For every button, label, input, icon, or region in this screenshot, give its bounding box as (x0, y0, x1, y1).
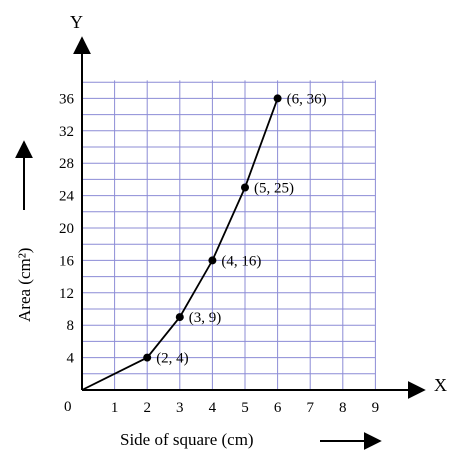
data-series: (2, 4) (3, 9) (4, 16) (5, 25) (6, 36) (81, 91, 327, 391)
x-tick-label: 5 (241, 400, 249, 416)
y-tick-label: 20 (59, 221, 74, 237)
x-axis-name: X (434, 375, 447, 395)
x-tick-label: 8 (339, 400, 347, 416)
data-point (273, 94, 282, 103)
x-tick-label: 4 (209, 400, 217, 416)
y-tick-label: 32 (59, 124, 74, 140)
x-tick-label: 7 (306, 400, 314, 416)
y-tick-label: 4 (67, 351, 75, 367)
series-line (81, 98, 279, 391)
data-point-label: (5, 25) (254, 181, 294, 197)
y-tick-label: 36 (59, 91, 75, 107)
data-point-label: (2, 4) (156, 351, 189, 367)
data-point-label: (3, 9) (189, 310, 222, 326)
y-tick-label: 24 (59, 189, 75, 205)
y-axis-label: Area (cm²) (15, 248, 34, 322)
data-point (175, 313, 184, 322)
x-axis-label: Side of square (cm) (120, 430, 254, 449)
axes (73, 36, 426, 399)
data-point (143, 353, 152, 362)
x-tick-label: 9 (372, 400, 380, 416)
data-point (208, 256, 217, 265)
data-point-label: (6, 36) (287, 91, 327, 107)
x-tick-label: 6 (274, 400, 282, 416)
data-point-label: (4, 16) (221, 253, 261, 269)
x-tick-label: 3 (176, 400, 184, 416)
grid (82, 80, 376, 390)
y-axis-title: Area (cm²) (14, 140, 34, 322)
x-tick-label: 1 (111, 400, 119, 416)
origin-label: 0 (64, 399, 72, 415)
x-axis-title: Side of square (cm) (120, 430, 382, 450)
y-tick-label: 12 (59, 286, 74, 302)
y-tick-label: 28 (59, 156, 74, 172)
y-tick-label: 16 (59, 253, 75, 269)
x-tick-label: 2 (143, 400, 151, 416)
y-axis-name: Y (70, 12, 83, 32)
data-point (241, 183, 249, 192)
y-tick-label: 8 (67, 318, 75, 334)
